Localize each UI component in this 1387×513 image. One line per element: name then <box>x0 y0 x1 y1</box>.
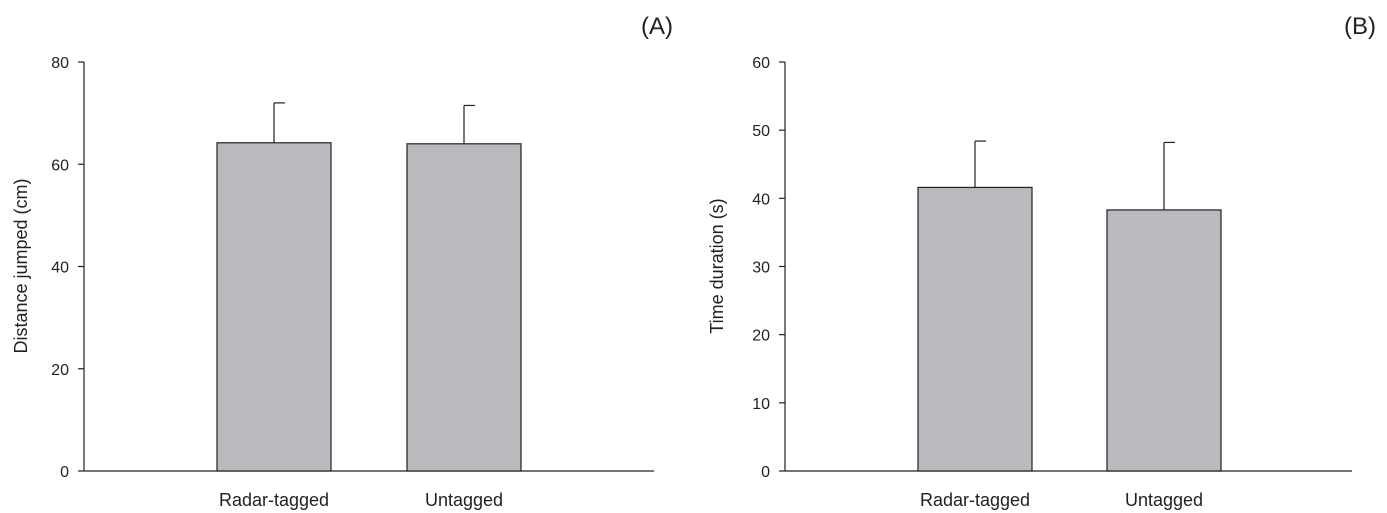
x-category-label-a-2: Untagged <box>425 490 503 510</box>
y-tick-label-b: 10 <box>752 396 770 413</box>
y-tick-label-a: 80 <box>51 55 69 72</box>
x-category-label-b-1: Radar-tagged <box>920 490 1030 510</box>
panel-b: (B) Time duration (s) 0 10 20 30 40 50 60 Radar… <box>707 13 1376 510</box>
x-category-label-b-2: Untagged <box>1125 490 1203 510</box>
y-axis-title-a: Distance jumped (cm) <box>11 178 31 353</box>
y-tick-label-a: 20 <box>51 362 69 379</box>
y-axis-title-b: Time duration (s) <box>707 198 727 333</box>
bar-a-2 <box>406 143 522 472</box>
x-category-label-a-1: Radar-tagged <box>219 490 329 510</box>
panel-label-b: (B) <box>1344 13 1376 40</box>
bar-b-1 <box>917 186 1033 472</box>
y-tick-label-a: 60 <box>51 157 69 174</box>
y-tick-label-b: 50 <box>752 123 770 140</box>
y-tick-label-a: 0 <box>60 464 69 481</box>
panel-label-a: (A) <box>641 13 673 40</box>
y-tick-label-b: 40 <box>752 191 770 208</box>
y-tick-label-b: 20 <box>752 328 770 345</box>
bar-b-2 <box>1106 209 1222 472</box>
y-tick-label-b: 30 <box>752 260 770 277</box>
y-tick-label-b: 0 <box>761 464 770 481</box>
panel-a: (A) Distance jumped (cm) 0 20 40 60 80 Radar-… <box>11 13 673 510</box>
bar-a-1 <box>216 142 332 472</box>
y-tick-label-b: 60 <box>752 55 770 72</box>
y-tick-label-a: 40 <box>51 260 69 277</box>
